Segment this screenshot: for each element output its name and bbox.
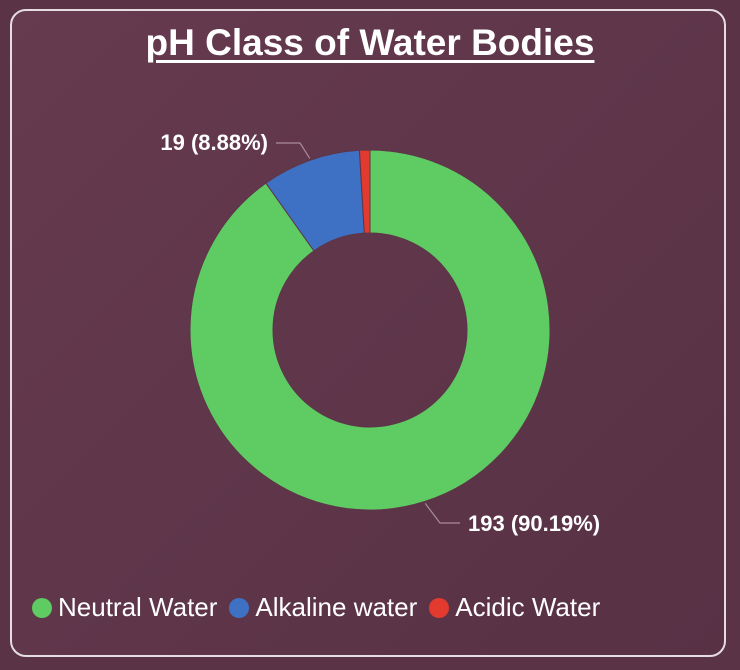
- donut-slice-neutral[interactable]: [189, 149, 551, 511]
- legend-item-acidic[interactable]: Acidic Water: [429, 592, 600, 623]
- legend-marker-neutral: [32, 597, 52, 618]
- data-label-neutral: 193 (90.19%): [468, 511, 600, 536]
- legend-label-neutral: Neutral Water: [58, 592, 218, 622]
- data-label-alkaline: 19 (8.88%): [160, 130, 268, 155]
- chart-title: pH Class of Water Bodies: [145, 22, 595, 63]
- legend-label-acidic: Acidic Water: [455, 592, 601, 622]
- legend-marker-alkaline: [229, 597, 250, 618]
- legend-marker-acidic: [429, 597, 450, 618]
- legend: Neutral Water Alkaline water Acidic Wate…: [32, 592, 612, 623]
- donut-slice-acidic[interactable]: [358, 149, 371, 234]
- legend-item-alkaline[interactable]: Alkaline water: [229, 592, 417, 623]
- leader-line-alkaline: [276, 142, 311, 159]
- chart-card: [10, 9, 726, 657]
- legend-item-neutral[interactable]: Neutral Water: [32, 592, 217, 623]
- leader-line-neutral: [424, 503, 460, 524]
- legend-label-alkaline: Alkaline water: [255, 592, 418, 622]
